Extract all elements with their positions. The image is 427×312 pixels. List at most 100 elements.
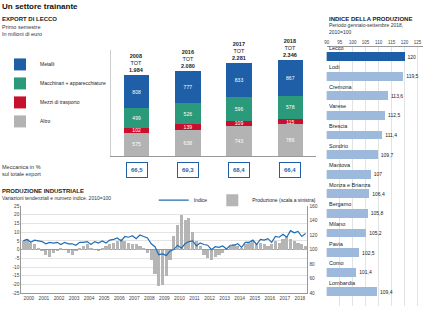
svg-text:2006: 2006	[114, 296, 125, 301]
svg-text:109,7: 109,7	[381, 152, 394, 158]
svg-text:139: 139	[184, 124, 193, 130]
svg-text:2001: 2001	[39, 296, 50, 301]
svg-text:Lecco: Lecco	[329, 45, 344, 51]
svg-text:0: 0	[17, 247, 20, 252]
svg-text:100: 100	[349, 40, 357, 45]
svg-text:-25: -25	[12, 291, 19, 296]
svg-text:596: 596	[235, 106, 244, 112]
svg-text:808: 808	[132, 89, 141, 95]
svg-text:Milano: Milano	[329, 221, 345, 227]
svg-text:Produzione (scala a sinistra): Produzione (scala a sinistra)	[252, 197, 315, 203]
svg-text:69,3: 69,3	[182, 167, 194, 173]
svg-text:786: 786	[286, 137, 295, 143]
svg-text:2000: 2000	[24, 296, 35, 301]
svg-text:119,5: 119,5	[406, 73, 418, 79]
svg-text:101,4: 101,4	[359, 269, 372, 275]
svg-text:102: 102	[132, 127, 141, 133]
svg-text:5: 5	[17, 239, 20, 244]
svg-text:15: 15	[14, 221, 20, 226]
svg-text:777: 777	[184, 84, 193, 90]
svg-text:Monza e Brianza: Monza e Brianza	[329, 182, 371, 188]
svg-text:Meccanica in %sul totale expor: Meccanica in %sul totale export	[2, 164, 41, 177]
svg-text:2003: 2003	[69, 296, 80, 301]
svg-text:-15: -15	[12, 273, 19, 278]
svg-text:2009: 2009	[159, 296, 170, 301]
svg-text:2014: 2014	[234, 296, 245, 301]
svg-text:INDICE DELLA PRODUZIONE: INDICE DELLA PRODUZIONE	[329, 16, 412, 22]
svg-text:-5: -5	[15, 256, 20, 261]
svg-text:2011: 2011	[189, 296, 200, 301]
svg-text:2017TOT2.281: 2017TOT2.281	[232, 41, 246, 61]
svg-text:526: 526	[184, 111, 193, 117]
svg-text:66,4: 66,4	[284, 167, 296, 173]
svg-text:Bergamo: Bergamo	[329, 201, 351, 207]
svg-text:111,4: 111,4	[385, 132, 397, 138]
svg-text:833: 833	[235, 77, 244, 83]
svg-text:80: 80	[309, 262, 315, 267]
svg-text:140: 140	[309, 218, 317, 223]
svg-text:120: 120	[401, 40, 409, 45]
svg-text:2018TOT2.346: 2018TOT2.346	[283, 38, 297, 58]
svg-text:2016: 2016	[264, 296, 275, 301]
svg-text:105,2: 105,2	[369, 230, 382, 236]
svg-text:107: 107	[374, 171, 383, 177]
svg-text:102,5: 102,5	[362, 250, 375, 256]
svg-text:Un settore trainante: Un settore trainante	[2, 2, 78, 11]
svg-text:2016TOT2.080: 2016TOT2.080	[181, 49, 195, 69]
svg-text:105: 105	[362, 40, 370, 45]
svg-text:105,8: 105,8	[371, 210, 384, 216]
svg-text:112,5: 112,5	[388, 112, 400, 118]
svg-text:867: 867	[286, 75, 295, 81]
svg-text:Lodi: Lodi	[329, 64, 339, 70]
svg-text:2012: 2012	[204, 296, 215, 301]
svg-text:Varese: Varese	[329, 103, 346, 109]
svg-text:EXPORT DI LECCO: EXPORT DI LECCO	[2, 16, 57, 22]
svg-text:95: 95	[337, 40, 343, 45]
svg-text:Cremona: Cremona	[329, 84, 353, 90]
svg-text:160: 160	[309, 204, 317, 209]
svg-text:578: 578	[286, 104, 295, 110]
svg-text:Periodo gennaio-settembre 2018: Periodo gennaio-settembre 2018,2010=100	[329, 22, 403, 35]
svg-text:Pavia: Pavia	[329, 241, 344, 247]
svg-text:113,6: 113,6	[391, 93, 403, 99]
svg-text:2013: 2013	[219, 296, 230, 301]
svg-text:Primo semestreIn milioni di eu: Primo semestreIn milioni di euro	[2, 24, 42, 37]
svg-text:2005: 2005	[99, 296, 110, 301]
svg-text:2010: 2010	[174, 296, 185, 301]
svg-text:2002: 2002	[54, 296, 65, 301]
svg-text:2018: 2018	[295, 296, 306, 301]
svg-text:109,4: 109,4	[380, 289, 393, 295]
svg-text:2007: 2007	[129, 296, 140, 301]
svg-text:68,4: 68,4	[233, 167, 245, 173]
svg-text:90: 90	[324, 40, 330, 45]
svg-text:20: 20	[14, 212, 20, 217]
svg-text:Mezzi di trasporto: Mezzi di trasporto	[40, 99, 80, 105]
svg-text:2015: 2015	[249, 296, 260, 301]
svg-text:25: 25	[14, 204, 20, 209]
svg-text:PRODUZIONE INDUSTRIALE: PRODUZIONE INDUSTRIALE	[2, 188, 84, 194]
svg-text:-10: -10	[12, 265, 19, 270]
svg-text:Variazioni tendenziali e numer: Variazioni tendenziali e numero indice. …	[2, 195, 111, 201]
svg-text:743: 743	[235, 138, 244, 144]
svg-text:109: 109	[235, 120, 244, 126]
svg-text:Macchinari + apparecchiature: Macchinari + apparecchiature	[40, 80, 106, 86]
svg-text:2008: 2008	[144, 296, 155, 301]
svg-text:Altro: Altro	[40, 118, 51, 124]
svg-text:66,5: 66,5	[131, 167, 143, 173]
svg-text:638: 638	[184, 140, 193, 146]
svg-text:-20: -20	[12, 282, 19, 287]
svg-text:Lombardia: Lombardia	[329, 280, 356, 286]
svg-text:115: 115	[388, 40, 396, 45]
svg-text:120: 120	[408, 54, 417, 60]
svg-text:Brescia: Brescia	[329, 123, 348, 129]
svg-text:60: 60	[309, 276, 315, 281]
svg-text:10: 10	[14, 230, 20, 235]
svg-text:120: 120	[309, 233, 317, 238]
svg-text:Indice: Indice	[194, 197, 208, 203]
svg-text:100: 100	[309, 247, 317, 252]
svg-text:125: 125	[414, 40, 422, 45]
svg-text:Mantova: Mantova	[329, 162, 351, 168]
svg-text:106,4: 106,4	[372, 191, 385, 197]
svg-text:2008TOT1.984: 2008TOT1.984	[129, 53, 144, 73]
svg-text:115: 115	[286, 119, 294, 125]
